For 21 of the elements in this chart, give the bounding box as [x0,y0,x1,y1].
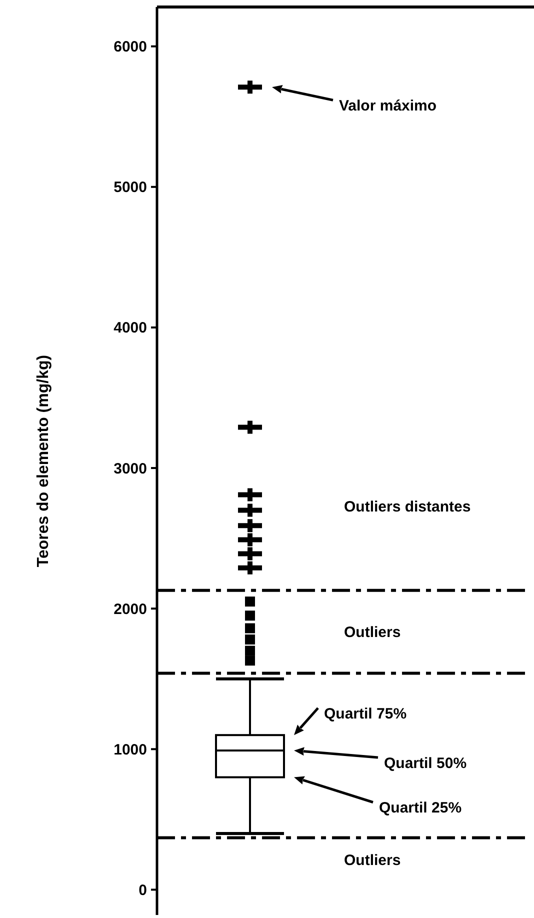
y-tick-label: 4000 [114,320,147,337]
annotation: Outliers [344,624,401,642]
annotation: Quartil 50% [384,754,467,772]
y-tick-label: 3000 [114,460,147,478]
point [245,610,255,621]
annotation: Quartil 75% [324,705,407,722]
y-tick-label: 5000 [114,179,147,196]
point [245,656,255,666]
y-tick-label: 1000 [114,741,147,758]
annotation: Outliers [344,852,401,869]
point [245,596,255,607]
y-tick-label: 6000 [114,38,147,56]
annotation: Outliers distantes [344,498,471,516]
point [245,646,255,656]
point [245,623,255,634]
y-axis-title: Teores do elemento (mg/kg) [35,354,52,568]
y-tick-label: 2000 [114,600,147,618]
annotation: Quartil 25% [379,800,462,817]
point [245,634,255,645]
y-tick-label: 0 [138,882,147,899]
annotation: Valor máximo [339,97,437,114]
